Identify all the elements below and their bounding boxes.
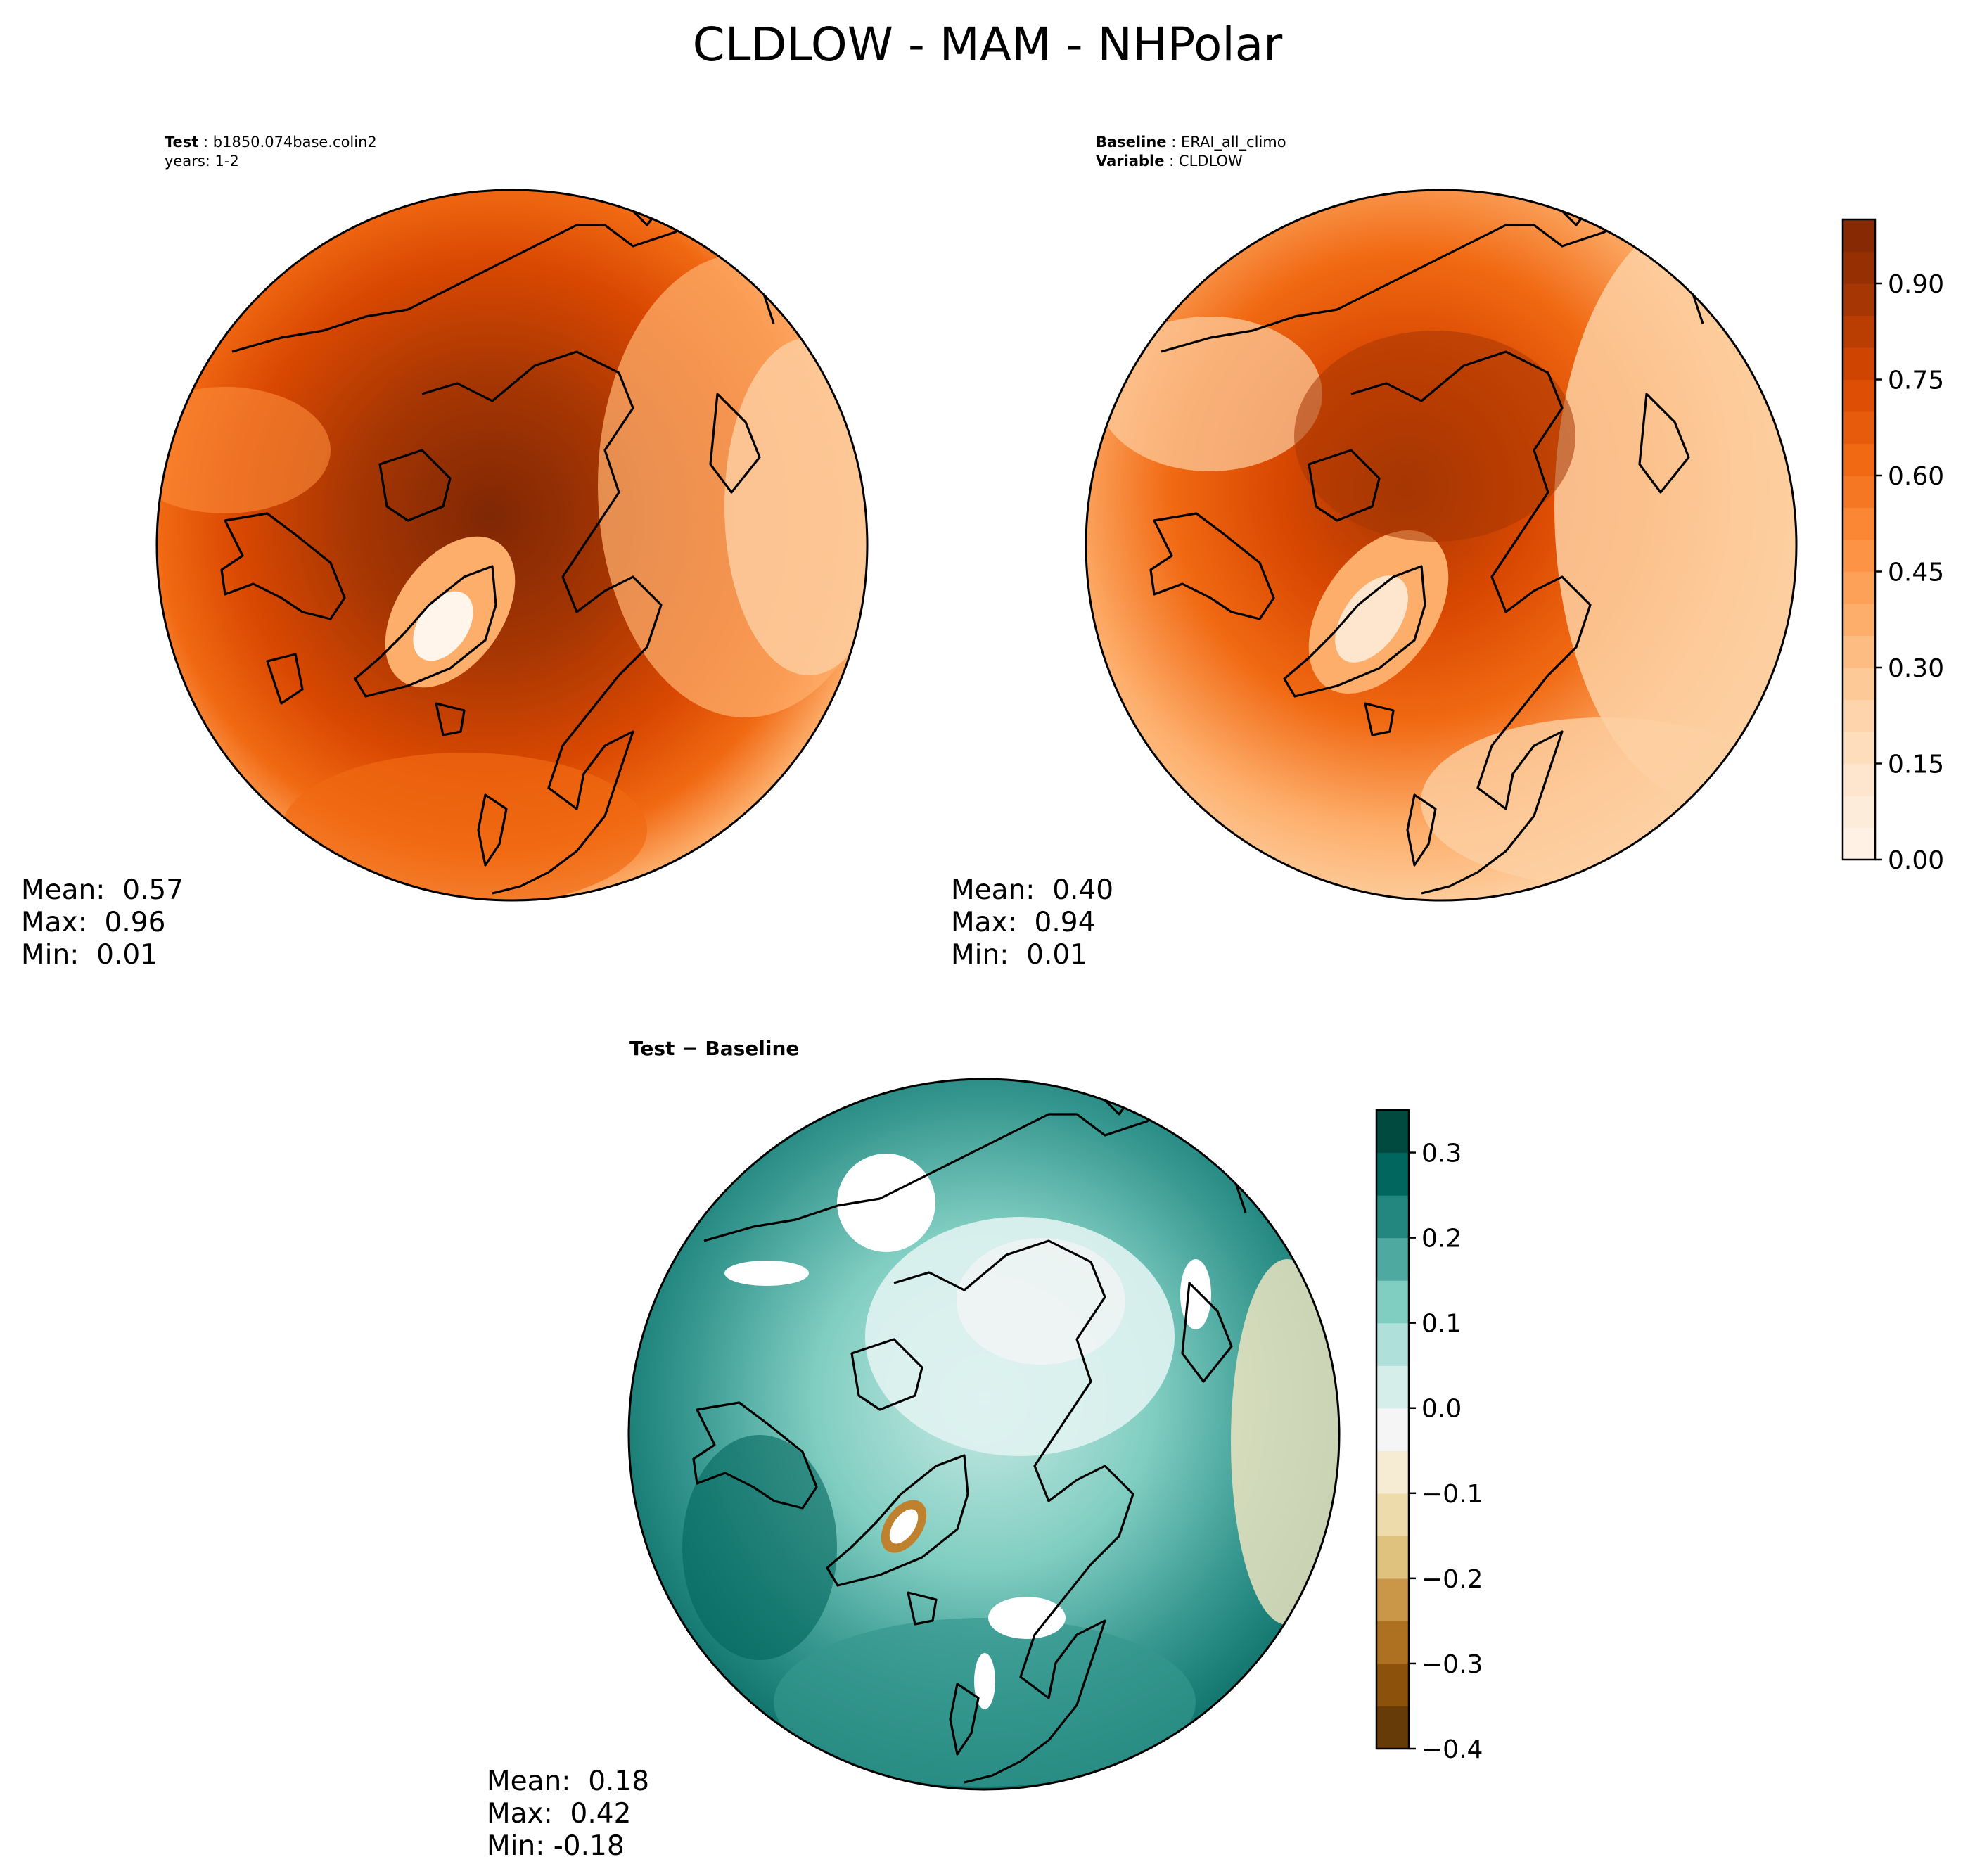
value-colorbar-level-13 (1843, 411, 1875, 445)
value-colorbar-level-18 (1843, 251, 1875, 284)
value-colorbar-level-6 (1843, 635, 1875, 668)
value-colorbar: 0.00 0.15 0.30 0.45 0.60 0.75 0.90 (1841, 218, 1944, 875)
variable-header-separator: : (1164, 153, 1178, 170)
test-map-boundary (155, 189, 869, 902)
baseline-stat-min: Min: 0.01 (951, 939, 1087, 971)
value-colorbar-level-2 (1843, 763, 1875, 796)
value-colorbar-tick-label: 0.75 (1888, 366, 1944, 395)
baseline-polar-map (1086, 190, 1796, 900)
difference-colorbar-level-8 (1376, 1365, 1409, 1409)
value-colorbar-level-10 (1843, 507, 1875, 540)
baseline-panel: Baseline : ERAI_all_climo Variable : CLD… (951, 134, 1798, 971)
value-colorbar-level-17 (1843, 283, 1875, 317)
value-colorbar-tick-label: 0.15 (1888, 751, 1944, 779)
difference-stat-max: Max: 0.42 (487, 1798, 631, 1830)
difference-stat-min: Min: -0.18 (487, 1830, 625, 1862)
baseline-header-separator: : (1167, 134, 1181, 151)
difference-colorbar-level-3 (1376, 1578, 1409, 1621)
value-colorbar-level-1 (1843, 796, 1875, 829)
value-colorbar-level-8 (1843, 571, 1875, 604)
value-colorbar-level-3 (1843, 732, 1875, 765)
test-header-years: years: 1-2 (165, 153, 239, 170)
test-header-value: b1850.074base.colin2 (213, 134, 377, 151)
baseline-map-boundary (1085, 189, 1798, 902)
difference-colorbar-tick-label: −0.2 (1421, 1565, 1483, 1594)
baseline-header-value: ERAI_all_climo (1181, 134, 1286, 151)
svg-text:Baseline : ERAI_all_climo: Baseline : ERAI_all_climo (1096, 134, 1286, 151)
difference-colorbar-level-1 (1376, 1663, 1409, 1707)
value-colorbar-tick-label: 0.30 (1888, 654, 1944, 683)
test-header-label: Test (165, 134, 198, 151)
value-colorbar-level-7 (1843, 604, 1875, 637)
value-colorbar-level-14 (1843, 379, 1875, 412)
difference-colorbar-frame (1375, 1109, 1410, 1750)
difference-map-boundary (627, 1078, 1341, 1791)
value-colorbar-level-12 (1843, 443, 1875, 476)
difference-colorbar-level-14 (1376, 1110, 1409, 1154)
baseline-header-label: Baseline (1096, 134, 1167, 151)
difference-panel: Test − Baseline (487, 1037, 1341, 1862)
test-panel: Test : b1850.074base.colin2 years: 1-2 (21, 134, 869, 971)
test-stat-min: Min: 0.01 (21, 939, 158, 971)
test-stat-mean: Mean: 0.57 (21, 874, 184, 906)
variable-header-value: CLDLOW (1179, 153, 1243, 170)
value-colorbar-level-9 (1843, 540, 1875, 573)
difference-colorbar-tick-label: 0.0 (1421, 1395, 1462, 1424)
difference-colorbar-tick-label: 0.3 (1421, 1140, 1462, 1168)
value-colorbar-level-5 (1843, 668, 1875, 701)
value-colorbar-tick-label: 0.90 (1888, 270, 1944, 299)
difference-colorbar-tick-label: −0.3 (1421, 1650, 1483, 1679)
svg-text:Test : b1850.074base.colin2: Test : b1850.074base.colin2 (165, 134, 377, 151)
difference-colorbar-level-6 (1376, 1450, 1409, 1494)
value-colorbar-tick-label: 0.45 (1888, 559, 1944, 587)
value-colorbar-level-4 (1843, 699, 1875, 732)
difference-colorbar-level-4 (1376, 1536, 1409, 1579)
difference-colorbar-level-2 (1376, 1621, 1409, 1664)
test-polar-map (157, 190, 867, 900)
value-colorbar-level-16 (1843, 315, 1875, 348)
baseline-stat-max: Max: 0.94 (951, 907, 1095, 938)
difference-colorbar-tick-label: −0.4 (1421, 1735, 1483, 1764)
baseline-stat-mean: Mean: 0.40 (951, 874, 1113, 906)
difference-colorbar-level-0 (1376, 1706, 1409, 1749)
difference-colorbar-level-12 (1376, 1195, 1409, 1239)
difference-stat-mean: Mean: 0.18 (487, 1766, 649, 1797)
difference-colorbar-tick-label: −0.1 (1421, 1480, 1483, 1509)
value-colorbar-frame (1841, 218, 1877, 861)
difference-colorbar: −0.4 −0.3 −0.2 −0.1 0.0 0.1 0.2 0.3 (1375, 1109, 1483, 1764)
difference-colorbar-level-9 (1376, 1322, 1409, 1366)
svg-text:Variable : CLDLOW: Variable : CLDLOW (1096, 153, 1243, 170)
difference-colorbar-level-10 (1376, 1280, 1409, 1324)
test-stat-max: Max: 0.96 (21, 907, 165, 938)
variable-header-label: Variable (1096, 153, 1164, 170)
difference-colorbar-tick-label: 0.1 (1421, 1310, 1462, 1339)
difference-colorbar-level-7 (1376, 1408, 1409, 1451)
value-colorbar-level-19 (1843, 219, 1875, 253)
value-colorbar-level-0 (1843, 827, 1875, 860)
value-colorbar-level-11 (1843, 476, 1875, 509)
difference-header: Test − Baseline (629, 1037, 799, 1060)
value-colorbar-level-15 (1843, 347, 1875, 381)
difference-colorbar-level-5 (1376, 1493, 1409, 1536)
difference-colorbar-level-11 (1376, 1237, 1409, 1281)
value-colorbar-tick-label: 0.00 (1888, 846, 1944, 875)
difference-colorbar-tick-label: 0.2 (1421, 1225, 1462, 1253)
test-header-separator: : (198, 134, 212, 151)
difference-polar-map (629, 1079, 1339, 1789)
value-colorbar-tick-label: 0.60 (1888, 462, 1944, 491)
figure-title: CLDLOW - MAM - NHPolar (693, 18, 1283, 72)
difference-colorbar-level-13 (1376, 1152, 1409, 1196)
